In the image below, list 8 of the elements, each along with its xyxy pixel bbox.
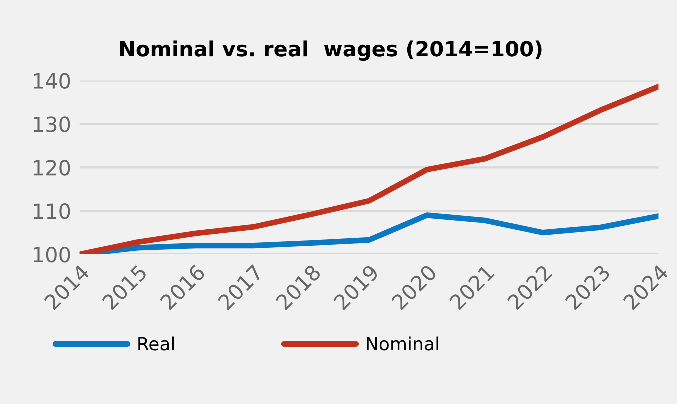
y-tick-label: 130: [34, 116, 70, 132]
y-tick-label: 140: [34, 73, 70, 90]
legend-label: Real: [138, 336, 174, 351]
y-tick-label: 100: [34, 246, 70, 263]
legend-label: Nominal: [367, 336, 438, 351]
chart-title: Nominal vs. real wages (2014=100): [120, 40, 542, 62]
y-tick-label: 120: [34, 160, 70, 176]
y-tick-label: 110: [34, 204, 70, 220]
